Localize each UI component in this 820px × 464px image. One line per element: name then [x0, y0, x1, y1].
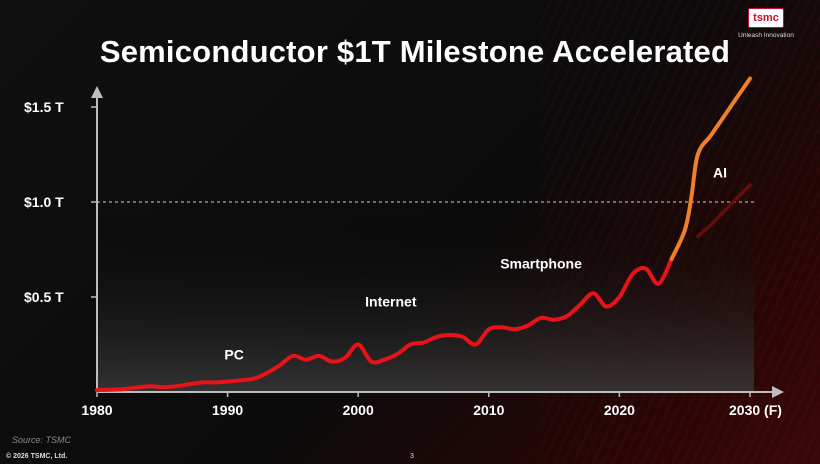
series-line-forecast	[669, 76, 752, 261]
x-tick-label: 2030 (F)	[729, 402, 782, 418]
x-tick-label: 1980	[81, 402, 112, 418]
annotation-label: AI	[713, 164, 727, 180]
x-tick-label: 1990	[212, 402, 243, 418]
y-tick-label: $0.5 T	[24, 289, 64, 305]
series-line-alternate	[696, 183, 752, 238]
series-line-historic	[95, 257, 674, 393]
annotation-label: Internet	[365, 294, 417, 310]
x-tick-label: 2020	[604, 402, 635, 418]
annotation-label: PC	[224, 347, 243, 363]
logo-badge: tsmc	[748, 8, 784, 28]
annotation-label: Smartphone	[500, 256, 582, 272]
slide-title: Semiconductor $1T Milestone Accelerated	[99, 34, 731, 69]
y-tick-label: $1.0 T	[24, 194, 64, 210]
x-tick-label: 2010	[473, 402, 504, 418]
source-note: Source: TSMC	[12, 435, 72, 445]
plot-area-shading	[97, 205, 754, 393]
x-tick-label: 2000	[343, 402, 374, 418]
page-number: 3	[410, 453, 414, 460]
copyright: © 2026 TSMC, Ltd.	[6, 453, 68, 460]
company-logo: tsmc Unleash Innovation	[726, 8, 806, 39]
logo-tagline: Unleash Innovation	[738, 32, 794, 39]
y-tick-label: $1.5 T	[24, 99, 64, 115]
